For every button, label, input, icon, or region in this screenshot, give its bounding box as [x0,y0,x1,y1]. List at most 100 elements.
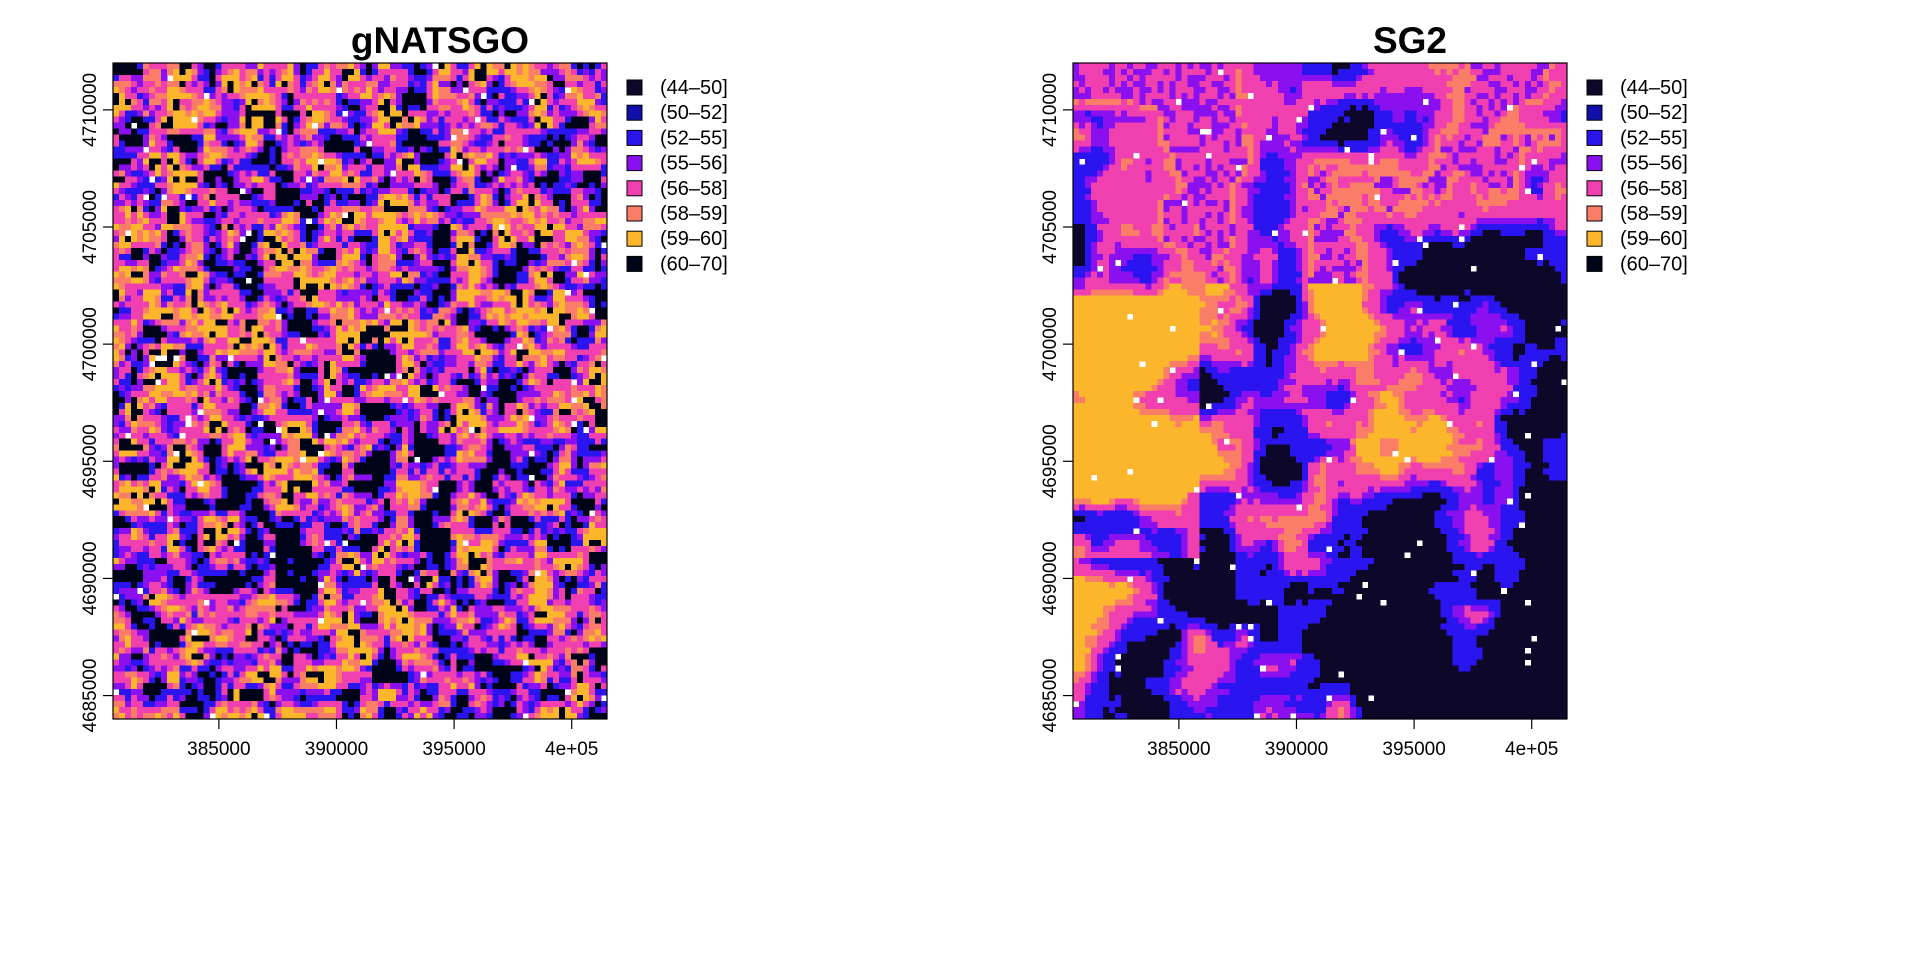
raster-cell [197,80,204,88]
raster-cell [408,331,415,338]
raster-cell [131,170,138,177]
raster-cell [275,283,283,291]
raster-cell [480,414,487,422]
raster-cell [167,391,174,398]
raster-cell [420,283,427,291]
raster-cell [564,367,572,374]
raster-cell [408,122,415,129]
raster-cell [209,343,216,350]
raster-cell [347,367,355,374]
raster-cell [227,146,234,153]
raster-cell [414,391,421,398]
raster-cell [360,331,367,338]
raster-cell [534,295,542,302]
raster-cell [600,402,608,410]
raster-cell [233,128,240,135]
raster-cell [281,68,289,76]
raster-cell [408,408,415,416]
raster-cell [426,379,433,386]
raster-cell [522,74,530,82]
raster-cell [474,152,481,159]
raster-cell [438,200,445,207]
raster-cell [576,122,584,129]
raster-cell [504,259,512,267]
raster-cell [323,331,331,338]
raster-cell [420,426,427,434]
raster-cell [444,218,451,225]
raster-cell [293,188,301,195]
raster-cell [245,218,252,225]
raster-cell [161,224,168,231]
raster-cell [390,158,397,165]
raster-cell [143,80,150,88]
raster-cell [275,355,283,362]
raster-cell [384,402,391,410]
raster-cell [564,235,572,243]
raster-cell [420,224,427,231]
raster-cell [167,379,174,386]
raster-cell [378,164,385,171]
raster-cell [600,313,608,320]
raster-cell [444,176,451,183]
raster-cell [233,104,240,112]
raster-cell [366,104,373,112]
raster-cell [239,92,246,100]
raster-cell [438,271,445,279]
raster-cell [353,313,361,320]
raster-cell [432,361,439,368]
raster-cell [143,253,150,261]
raster-cell [221,218,228,225]
raster-cell [173,146,180,153]
raster-cell [227,253,234,261]
raster-cell [558,68,566,76]
raster-cell [522,331,530,338]
raster-cell [498,164,505,171]
raster-cell [522,283,530,291]
raster-cell [227,152,234,159]
raster-cell [588,253,596,261]
raster-cell [390,271,397,279]
raster-cell [221,307,228,314]
raster-cell [203,158,210,165]
raster-cell [564,200,572,207]
raster-cell [456,128,463,135]
raster-cell [576,361,584,368]
raster-cell [263,373,271,380]
raster-cell [558,116,566,124]
raster-cell [203,420,210,428]
raster-cell [113,74,120,82]
raster-cell [438,74,445,82]
raster-cell [269,224,277,231]
raster-cell [143,188,150,195]
raster-cell [257,116,265,124]
raster-cell [474,235,481,243]
raster-cell [125,265,132,273]
raster-cell [251,80,258,88]
raster-cell [323,361,331,368]
raster-cell [167,402,174,410]
raster-cell [390,182,397,189]
raster-cell [390,307,397,314]
raster-cell [426,385,433,392]
raster-cell [311,212,319,219]
raster-cell [137,140,144,147]
raster-cell [570,283,578,291]
raster-cell [257,301,265,308]
raster-cell [347,158,355,165]
raster-cell [341,128,349,135]
raster-cell [372,146,379,153]
raster-cell [251,116,258,124]
raster-cell [450,396,457,404]
raster-cell [468,110,475,118]
raster-cell [353,200,361,207]
raster-cell [329,74,337,82]
raster-cell [438,176,445,183]
raster-cell [281,313,289,320]
raster-cell [420,420,427,428]
raster-cell [510,337,518,344]
raster-cell [335,408,343,416]
raster-cell [269,337,277,344]
raster-cell [456,176,463,183]
raster-cell [546,152,554,159]
raster-cell [323,63,331,70]
